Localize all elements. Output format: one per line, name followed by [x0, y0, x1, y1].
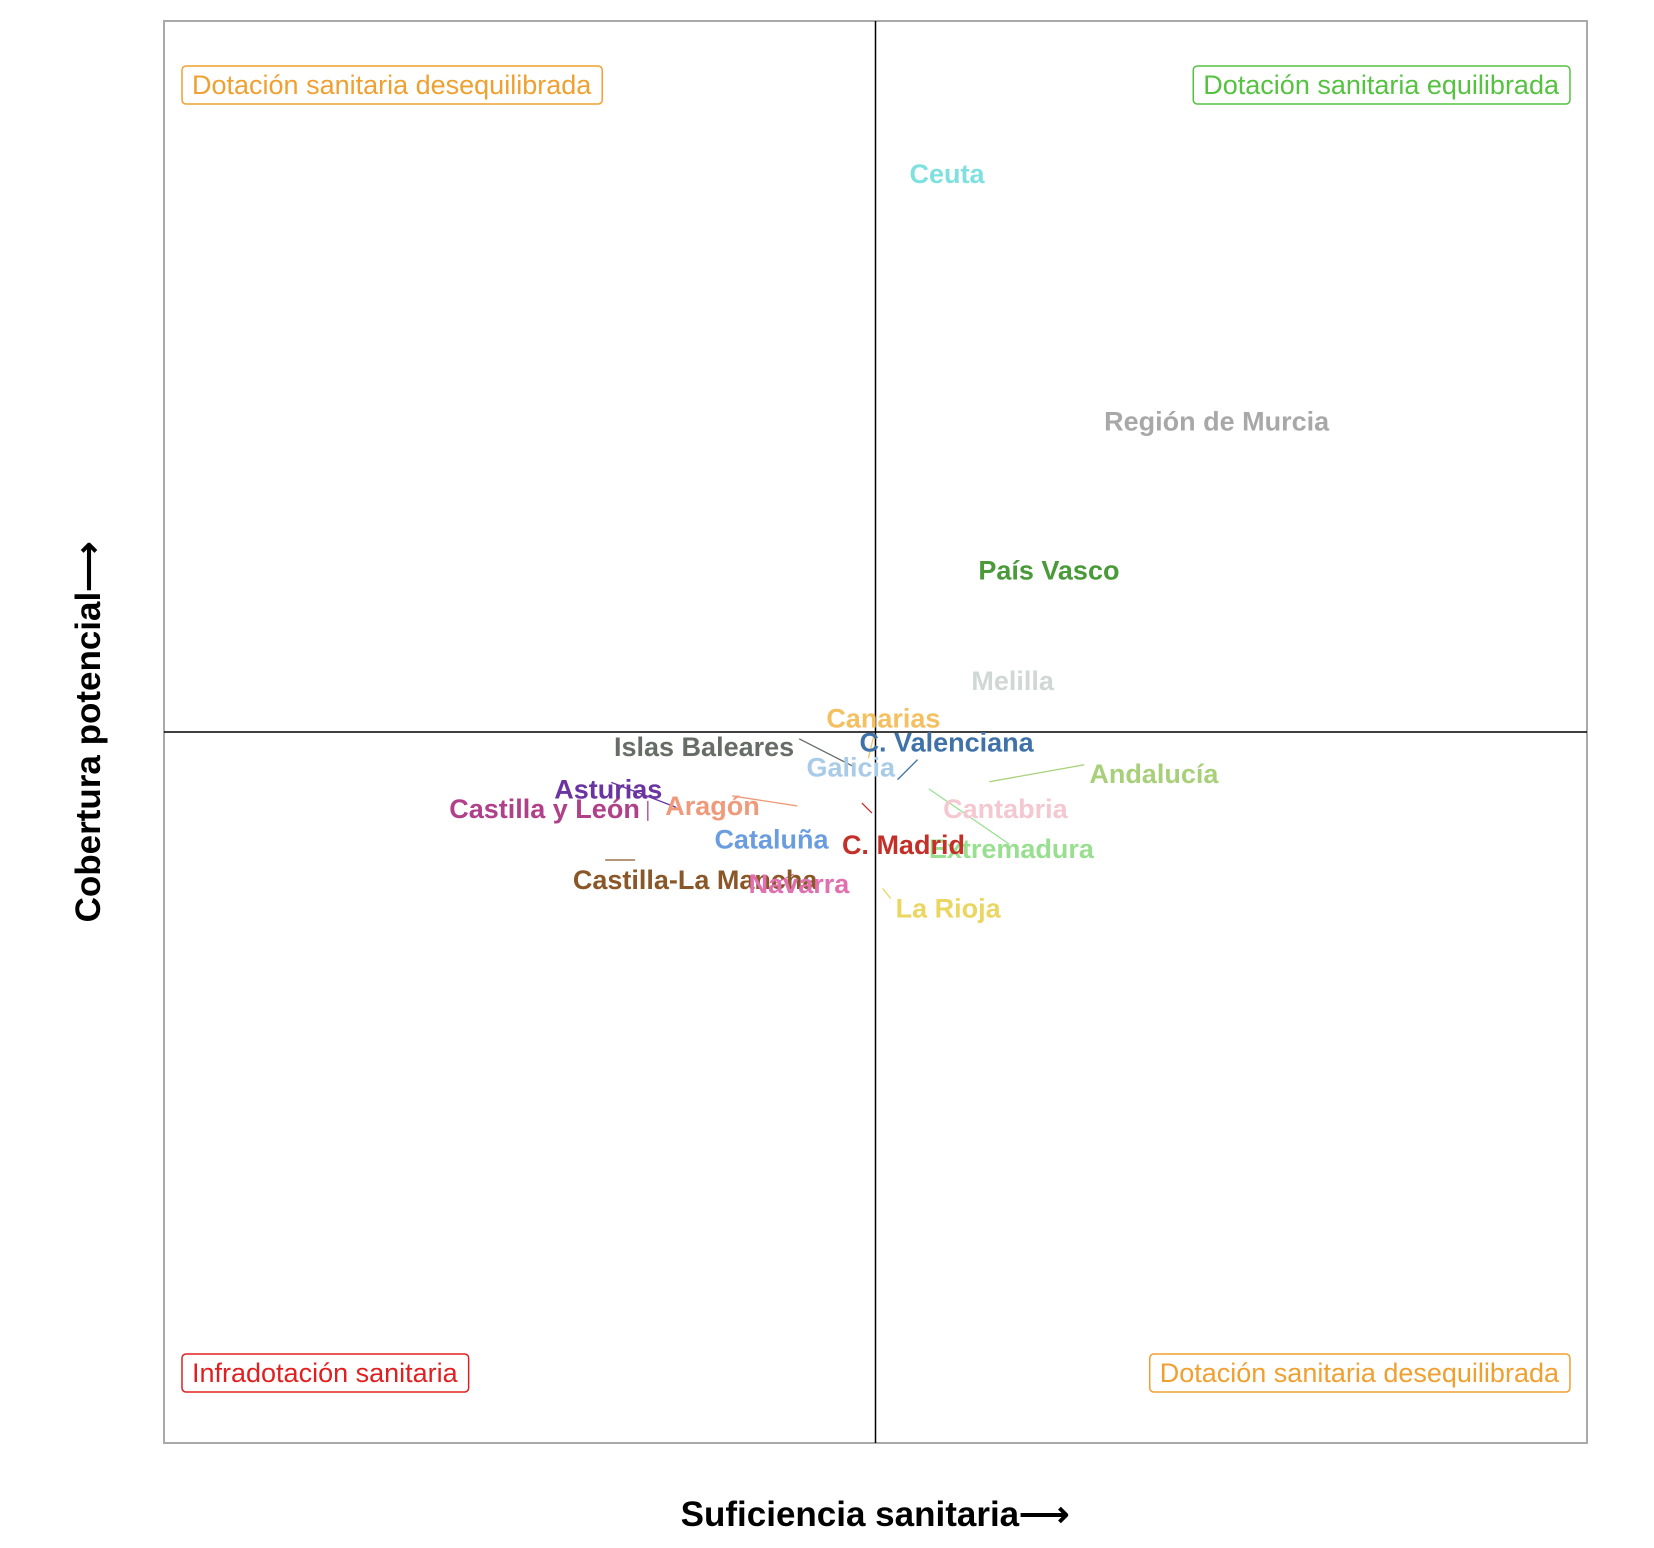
point-label-asturias: Asturias [554, 774, 662, 804]
leader-line-islas-baleares [798, 738, 855, 768]
leader-line-asturias [611, 781, 677, 808]
quadrant-label-text: Infradotación sanitaria [192, 1358, 459, 1388]
quadrant-labels: Dotación sanitaria desequilibrada Dotació… [181, 65, 1571, 1393]
quadrant-label-frame [181, 65, 603, 105]
point-label-cataluna: Cataluña [714, 825, 829, 855]
point-label-islas-baleares: Islas Baleares [614, 732, 794, 762]
leader-line-aragon [732, 795, 798, 807]
point-label-c-valenciana: C. Valenciana [860, 728, 1035, 758]
point-label-navarra: Navarra [749, 869, 851, 899]
y-axis-title: Cobertura potencial⟶ [69, 542, 108, 923]
point-labels: Ceuta Región de Murcia País Vasco Melilla Ca… [449, 159, 1330, 924]
point-label-la-rioja: La Rioja [896, 893, 1002, 923]
leader-line-c-valenciana [897, 759, 919, 781]
quadrant-label-frame [1148, 1353, 1571, 1393]
point-label-galicia: Galicia [806, 752, 896, 782]
quadrant-label-bottom-left: Infradotación sanitaria [181, 1353, 470, 1393]
leader-line-navarra [773, 873, 794, 885]
point-label-pais-vasco: País Vasco [978, 556, 1119, 586]
quadrant-label-text: Dotación sanitaria desequilibrada [192, 70, 592, 100]
point-label-melilla: Melilla [971, 666, 1055, 696]
leader-line-c-madrid [861, 802, 873, 814]
point-label-canarias: Canarias [826, 703, 940, 733]
quadrant-label-bottom-right: Dotación sanitaria desequilibrada [1148, 1353, 1571, 1393]
quadrant-label-frame [1192, 65, 1571, 105]
point-label-castilla-y-leon: Castilla y León [449, 794, 640, 824]
quadrant-label-top-right: Dotación sanitaria equilibrada [1192, 65, 1571, 105]
point-label-extremadura: Extremadura [929, 834, 1095, 864]
x-axis-title: Suficiencia sanitaria⟶ [681, 1495, 1070, 1534]
leader-line-andalucia [989, 764, 1085, 783]
leader-line-extremadura [928, 788, 1010, 845]
leader-line-la-rioja [882, 888, 892, 899]
point-label-cantabria: Cantabria [943, 794, 1069, 824]
quadrant-label-top-left: Dotación sanitaria desequilibrada [181, 65, 603, 105]
point-label-region-de-murcia: Región de Murcia [1104, 406, 1330, 436]
point-label-aragon: Aragón [665, 791, 760, 821]
quadrant-label-frame [181, 1353, 470, 1393]
leader-lines [605, 733, 1085, 899]
point-label-ceuta: Ceuta [910, 159, 986, 189]
point-label-castilla-la-mancha: Castilla-La Mancha [573, 865, 819, 895]
quadrant-label-text: Dotación sanitaria desequilibrada [1160, 1358, 1560, 1388]
point-label-c-madrid: C. Madrid [842, 830, 965, 860]
quadrant-label-text: Dotación sanitaria equilibrada [1203, 70, 1560, 100]
leader-line-canarias [867, 733, 875, 759]
point-label-andalucia: Andalucía [1089, 759, 1219, 789]
